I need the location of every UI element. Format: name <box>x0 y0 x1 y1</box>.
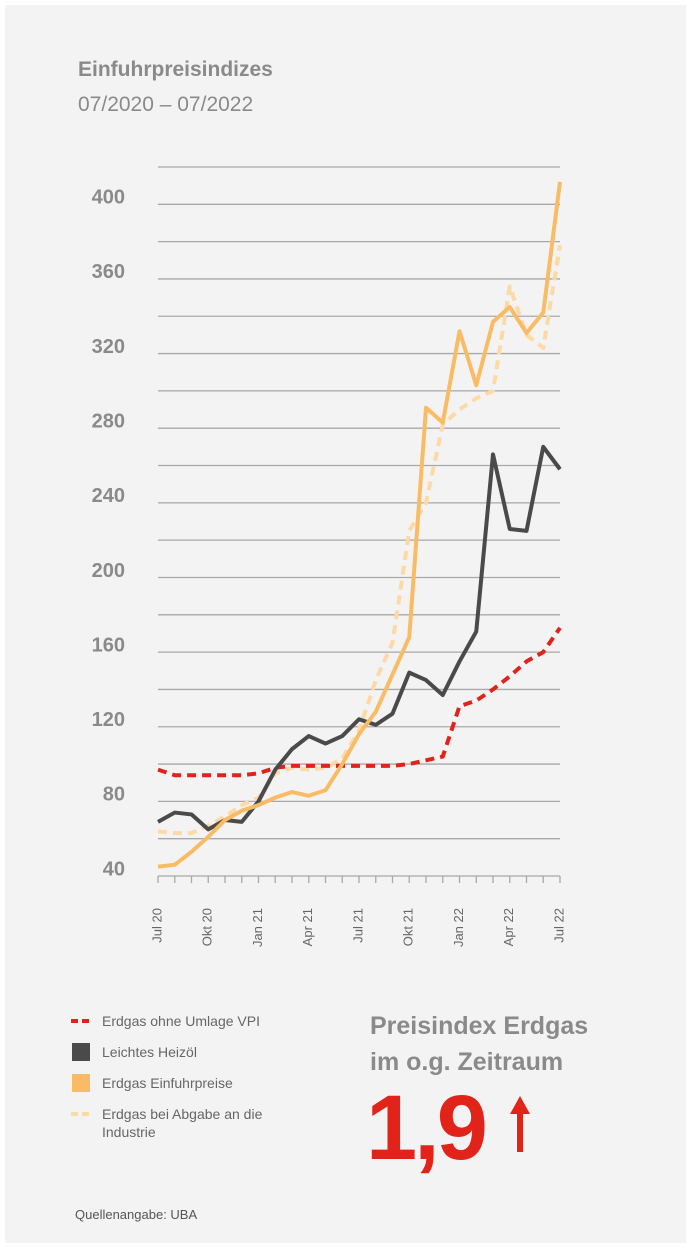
arrow-icon <box>510 1096 530 1152</box>
series-line <box>157 181 562 869</box>
legend-marker <box>70 1043 92 1061</box>
y-tick-label: 40 <box>103 858 125 880</box>
x-tick-label: Jul 20 <box>149 908 164 943</box>
y-tick-label: 240 <box>92 485 125 507</box>
legend-marker <box>70 1105 92 1123</box>
x-tick-label: Jan 22 <box>451 908 466 947</box>
legend-item: Erdgas ohne Umlage VPI <box>70 1012 330 1030</box>
legend-swatch <box>72 1043 90 1061</box>
x-tick-label: Apr 22 <box>501 908 516 946</box>
y-tick-label: 360 <box>92 261 125 283</box>
legend-swatch <box>71 1019 91 1023</box>
y-tick-label: 160 <box>92 634 125 656</box>
legend-swatch <box>72 1074 90 1092</box>
highlight-line2: im o.g. Zeitraum <box>370 1048 564 1076</box>
y-tick-label: 80 <box>103 784 125 806</box>
x-tick-label: Jul 21 <box>350 908 365 943</box>
legend: Erdgas ohne Umlage VPI Leichtes Heizöl Erd… <box>70 1012 330 1154</box>
subtitle: 07/2020 – 07/2022 <box>78 93 254 116</box>
highlight-line1: Preisindex Erdgas <box>370 1012 589 1040</box>
y-tick-label: 400 <box>92 187 125 209</box>
y-tick-label: 320 <box>92 336 125 358</box>
y-tick-label: 200 <box>92 560 125 582</box>
chart: 40 80 120 160 200 240 280 320 360 400 Jul 20 Okt 20… <box>92 166 566 947</box>
legend-label: Leichtes Heizöl <box>102 1044 197 1060</box>
source: Quellenangabe: UBA <box>75 1207 198 1222</box>
legend-marker <box>70 1012 92 1030</box>
arrow <box>510 1096 530 1152</box>
x-tick-label: Apr 21 <box>300 908 315 946</box>
x-tick-label: Jul 22 <box>551 908 566 943</box>
y-tick-label: 120 <box>92 709 125 731</box>
legend-label: Erdgas bei Abgabe an die Industrie <box>102 1106 263 1140</box>
highlight-value: 1,9 <box>366 1077 488 1179</box>
legend-item: Erdgas bei Abgabe an die Industrie <box>70 1105 330 1141</box>
title: Einfuhrpreisindizes <box>78 58 273 81</box>
legend-item: Erdgas Einfuhrpreise <box>70 1074 330 1092</box>
legend-label: Erdgas ohne Umlage VPI <box>102 1013 260 1029</box>
legend-marker <box>70 1074 92 1092</box>
legend-label: Erdgas Einfuhrpreise <box>102 1075 233 1091</box>
panel <box>5 5 686 1243</box>
x-tick-label: Okt 20 <box>200 908 215 946</box>
y-tick-label: 280 <box>92 410 125 432</box>
legend-item: Leichtes Heizöl <box>70 1043 330 1061</box>
series-line <box>157 626 562 778</box>
series-line <box>157 245 562 836</box>
series-line <box>157 444 562 832</box>
x-tick-label: Jan 21 <box>250 908 265 947</box>
legend-swatch <box>71 1112 91 1116</box>
x-tick-label: Okt 21 <box>401 908 416 946</box>
